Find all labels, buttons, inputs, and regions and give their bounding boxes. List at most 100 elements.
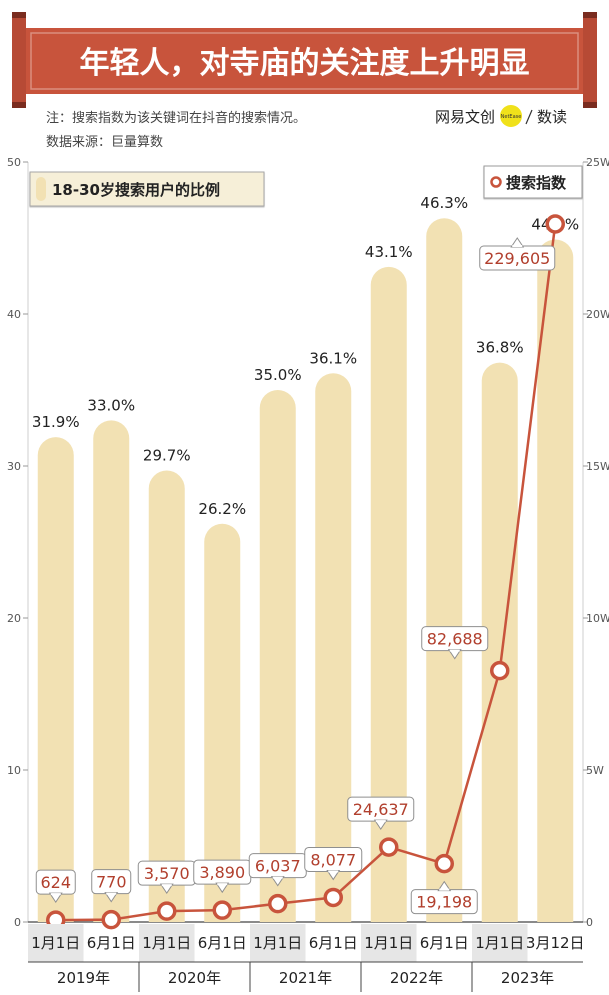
category-band <box>250 924 306 962</box>
line-value-callout: 24,637 <box>347 796 415 831</box>
left-axis-tick-label: 30 <box>7 460 21 473</box>
x-tick-label: 1月1日 <box>142 934 191 952</box>
line-value-label: 6,037 <box>255 857 301 876</box>
line-point <box>268 893 288 914</box>
line-value-callout: 8,077 <box>304 846 363 881</box>
line-value-label: 229,605 <box>484 249 550 268</box>
line-value-callout: 3,890 <box>193 859 252 894</box>
right-axis-tick-label: 0 <box>586 916 593 929</box>
bar <box>315 373 352 922</box>
year-label: 2022年 <box>390 969 443 987</box>
bar-value-label: 35.0% <box>254 366 302 384</box>
x-tick-label: 1月1日 <box>31 934 80 952</box>
source-text: 数据来源：巨量算数 <box>46 135 163 150</box>
line-point <box>323 887 343 908</box>
legend-bar-label: 18-30岁搜索用户的比例 <box>52 181 220 199</box>
note-text: 注：搜索指数为该关键词在抖音的搜索情况。 <box>46 110 306 126</box>
right-axis-tick-label: 25W <box>586 156 609 169</box>
year-label: 2023年 <box>501 969 554 987</box>
line-point <box>545 214 565 234</box>
line-value-label: 8,077 <box>310 850 356 869</box>
x-tick-label: 6月1日 <box>309 934 358 952</box>
x-tick-label: 6月1日 <box>198 934 247 952</box>
category-band <box>361 924 417 962</box>
legend-line-label: 搜索指数 <box>506 174 567 192</box>
line-point <box>490 660 510 681</box>
line-value-label: 3,890 <box>199 863 245 882</box>
line-path <box>55 223 557 922</box>
line-point <box>379 837 399 857</box>
line-value-label: 624 <box>40 873 71 892</box>
bar <box>259 390 296 922</box>
bar-value-label: 31.9% <box>32 413 80 431</box>
bar <box>426 218 463 923</box>
year-label: 2020年 <box>168 969 221 987</box>
line-point <box>157 901 177 921</box>
line-value-callout: 3,570 <box>137 860 196 895</box>
left-axis-tick-label: 10 <box>7 764 21 777</box>
page-title: 年轻人，对寺庙的关注度上升明显 <box>80 46 530 81</box>
x-tick-label: 6月1日 <box>420 934 469 952</box>
x-axis: 1月1日 6月1日 1月1日 6月1日 1月1日 6月1日 1月1日 6月1日 1月1日 3月12… <box>28 924 585 992</box>
bar-value-label: 26.2% <box>198 500 246 518</box>
category-band <box>139 924 195 962</box>
line-value-label: 82,688 <box>427 630 483 649</box>
x-tick-label: 1月1日 <box>364 934 413 952</box>
line-value-label: 3,570 <box>144 864 190 883</box>
x-tick-label: 6月1日 <box>87 934 136 952</box>
line-value-callout: 770 <box>91 869 132 903</box>
line-value-labels: 624 770 3,570 3,890 6,037 8,077 24,637 19,198 82… <box>35 237 556 915</box>
right-axis-tick-label: 15W <box>586 460 609 473</box>
left-axis-tick-label: 40 <box>7 308 21 321</box>
bar <box>481 362 518 922</box>
legend-bar: 18-30岁搜索用户的比例 <box>29 171 265 207</box>
brand-divider <box>525 109 533 125</box>
bar-value-label: 33.0% <box>87 396 135 414</box>
right-axis-tick-label: 10W <box>586 612 609 625</box>
line-value-callout: 82,688 <box>421 626 489 660</box>
line-value-callout: 229,605 <box>479 237 556 271</box>
year-label: 2021年 <box>279 969 332 987</box>
banner-background <box>26 28 583 94</box>
left-axis-tick-label: 50 <box>7 156 21 169</box>
line-value-label: 24,637 <box>353 800 409 819</box>
brand-logo: 网易文创 NetEase 数读 <box>435 105 567 127</box>
brand-badge-icon <box>500 105 522 127</box>
legend-line: 搜索指数 <box>483 165 583 199</box>
bar-value-label: 46.3% <box>420 194 468 212</box>
year-label: 2019年 <box>57 969 110 987</box>
bar-series <box>37 218 574 923</box>
bar <box>537 239 574 922</box>
x-tick-label: 3月12日 <box>526 934 585 952</box>
line-value-callout: 19,198 <box>410 880 478 915</box>
legend-bar-swatch <box>36 177 46 201</box>
right-axis-tick-label: 20W <box>586 308 609 321</box>
title-banner: 年轻人，对寺庙的关注度上升明显 <box>12 12 597 108</box>
line-point <box>101 909 121 930</box>
brand-name-right: 数读 <box>537 108 567 126</box>
brand-badge-text: NetEase <box>501 114 522 120</box>
bar <box>93 420 130 922</box>
bar-value-label: 29.7% <box>143 447 191 465</box>
line-point <box>212 900 232 920</box>
line-value-label: 770 <box>96 873 127 892</box>
category-band <box>472 924 528 962</box>
bar <box>37 437 74 922</box>
right-axis-ticks: 0 5W 10W 15W 20W 25W <box>583 156 609 929</box>
x-tick-label: 1月1日 <box>253 934 302 952</box>
x-tick-label: 1月1日 <box>475 934 524 952</box>
legend-line-marker <box>490 176 502 188</box>
bar <box>370 266 407 922</box>
brand-name-left: 网易文创 <box>435 108 495 126</box>
right-axis-tick-label: 5W <box>586 764 604 777</box>
banner-inner-border <box>30 32 579 90</box>
left-axis-tick-label: 0 <box>14 916 21 929</box>
category-band <box>28 924 84 962</box>
left-axis-ticks: 0 10 20 30 40 50 <box>7 156 28 929</box>
right-scroll-rod <box>583 12 597 108</box>
line-point <box>434 853 454 874</box>
bar <box>204 523 241 922</box>
line-value-callout: 624 <box>35 869 76 904</box>
bar-value-label: 36.1% <box>309 349 357 367</box>
